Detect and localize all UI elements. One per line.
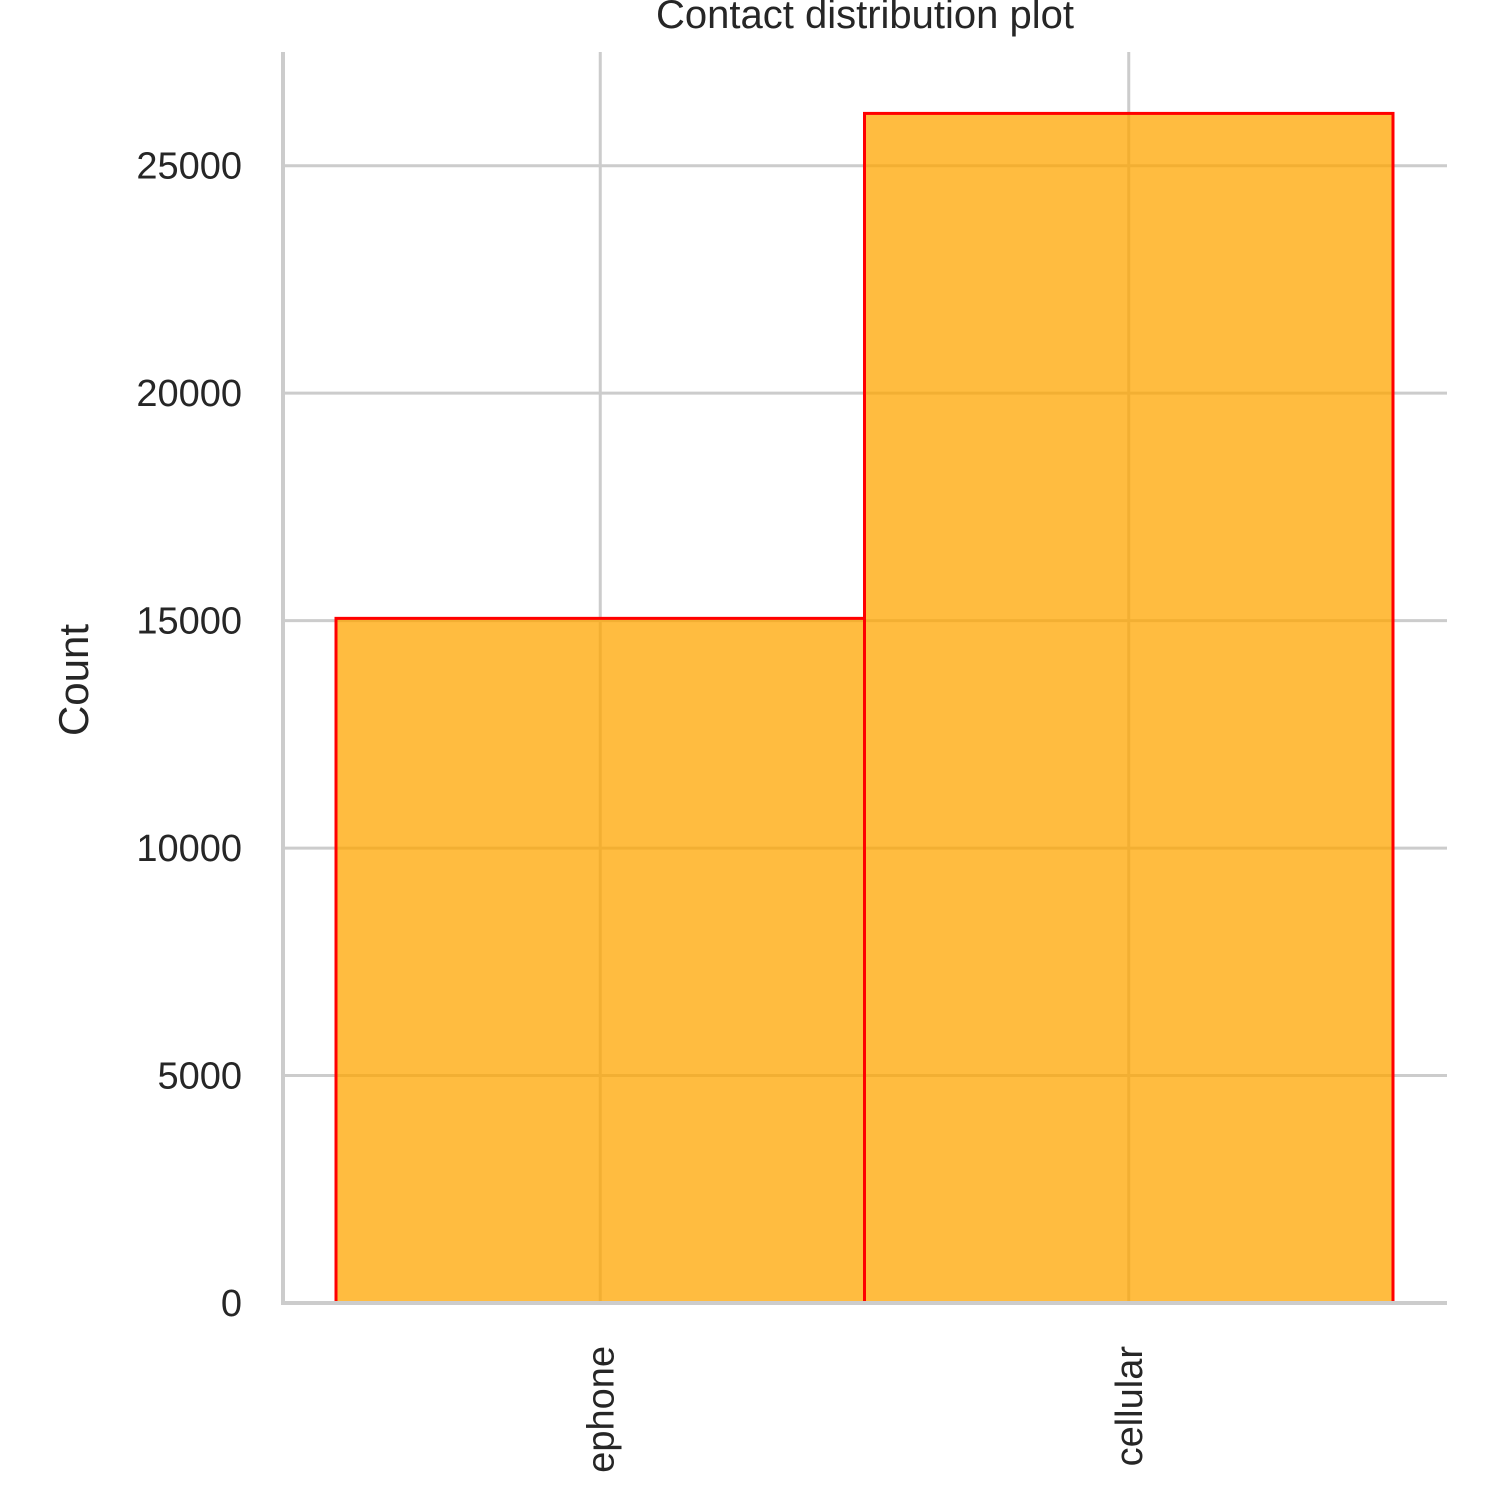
ticks-layer: 0 5000 10000 15000 20000 25000 ephone cellular	[136, 146, 1150, 1473]
bar-cellular	[863, 111, 1395, 1305]
y-tick-label: 15000	[136, 601, 242, 643]
y-tick-label: 0	[221, 1283, 242, 1325]
bars-layer	[334, 111, 1395, 1305]
y-axis-label: Count	[50, 624, 97, 736]
y-tick-label: 10000	[136, 828, 242, 870]
y-tick-label: 5000	[157, 1056, 242, 1098]
chart-title: Contact distribution plot	[656, 0, 1074, 37]
axes-layer	[281, 52, 1447, 1305]
x-tick-label: cellular	[1109, 1346, 1151, 1467]
x-tick-label: ephone	[580, 1346, 622, 1473]
y-tick-label: 20000	[136, 373, 242, 415]
bar-telephone	[334, 616, 866, 1305]
y-tick-label: 25000	[136, 146, 242, 188]
